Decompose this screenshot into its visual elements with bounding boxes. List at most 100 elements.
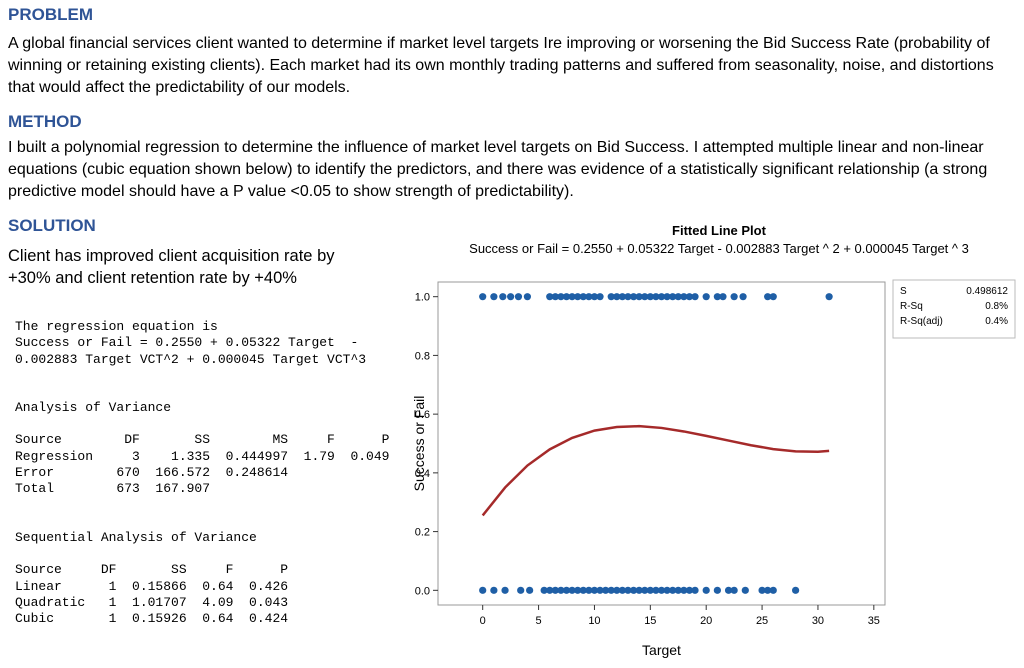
point <box>499 293 507 301</box>
output-line: Linear 1 0.15866 0.64 0.426 <box>15 578 289 594</box>
point <box>769 586 777 594</box>
paragraph: A global financial services client wante… <box>8 35 994 96</box>
point <box>602 586 610 594</box>
stats-box: S 0.498612 R-Sq 0.8% R-Sq(adj) 0.4% <box>892 279 1016 339</box>
point <box>702 293 710 301</box>
point <box>724 586 733 594</box>
point <box>825 293 833 301</box>
point <box>490 293 498 301</box>
point <box>646 586 654 594</box>
point <box>629 293 638 301</box>
x-tick-label: 10 <box>588 615 600 627</box>
point <box>685 586 694 594</box>
y-tick-label: 1.0 <box>415 292 430 304</box>
point <box>713 293 721 301</box>
point <box>562 586 571 594</box>
point <box>657 293 666 301</box>
point <box>479 293 487 301</box>
point <box>579 293 587 301</box>
point <box>652 586 660 594</box>
point <box>663 586 671 594</box>
output-line: Cubic 1 0.15926 0.64 0.424 <box>15 611 289 627</box>
point <box>641 293 649 301</box>
point <box>624 586 632 594</box>
point <box>674 293 682 301</box>
point <box>618 293 626 301</box>
point <box>730 586 738 594</box>
point <box>574 586 582 594</box>
y-axis-label: Success or Fail <box>411 396 427 492</box>
point <box>646 293 654 301</box>
x-tick-label: 30 <box>812 615 824 627</box>
point <box>501 586 509 594</box>
point <box>514 293 523 301</box>
point <box>635 293 643 301</box>
point <box>590 293 599 301</box>
output-line: Source DF SS F P <box>15 562 289 578</box>
point <box>562 293 571 301</box>
point <box>691 586 699 594</box>
stat-label: S <box>900 286 907 297</box>
point <box>607 586 615 594</box>
point <box>546 586 554 594</box>
point <box>769 293 777 301</box>
point <box>629 586 638 594</box>
y-tick-label: 0.6 <box>415 409 430 421</box>
y-tick-label: 0.8 <box>415 350 430 362</box>
heading: SOLUTION <box>8 216 96 235</box>
paragraph: I built a polynomial regression to deter… <box>8 139 988 200</box>
point <box>507 293 515 301</box>
y-tick-label: 0.0 <box>415 585 430 597</box>
output-line: 0.002883 Target VCT^2 + 0.000045 Target … <box>15 351 367 367</box>
point <box>568 586 576 594</box>
x-tick-label: 15 <box>644 615 656 627</box>
point <box>607 293 615 301</box>
x-tick-label: 5 <box>536 615 542 627</box>
x-tick-label: 0 <box>480 615 486 627</box>
output-title: Sequential Analysis of Variance <box>15 529 257 545</box>
point <box>613 293 621 301</box>
output-block: Sequential Analysis of Variance Source DF… <box>15 530 389 628</box>
stats-frame <box>892 279 1016 339</box>
point <box>652 293 660 301</box>
stat-label: R-Sq(adj) <box>900 316 943 327</box>
point <box>568 293 576 301</box>
output-line: Regression 3 1.335 0.444997 1.79 0.049 <box>15 448 390 464</box>
point <box>551 586 559 594</box>
paragraph: Client has improved client acquisition r… <box>8 247 335 287</box>
output-line: Total 673 167.907 <box>15 481 211 497</box>
x-tick-label: 25 <box>756 615 768 627</box>
point <box>685 293 694 301</box>
point <box>669 293 677 301</box>
stat-value: 0.498612 <box>966 286 1008 297</box>
y-tick-label: 0.4 <box>415 468 430 480</box>
point <box>792 586 800 594</box>
point <box>680 293 688 301</box>
point <box>540 586 548 594</box>
point <box>557 293 565 301</box>
point <box>546 293 554 301</box>
heading: METHOD <box>8 112 82 131</box>
plot-frame <box>437 281 886 606</box>
fitted-line <box>481 424 830 517</box>
point <box>702 586 710 594</box>
chart-title: Fitted Line Plot <box>672 223 767 238</box>
point <box>613 586 621 594</box>
point <box>517 586 525 594</box>
point <box>579 586 587 594</box>
point <box>624 293 632 301</box>
output-line: Success or Fail = 0.2550 + 0.05322 Targe… <box>15 335 359 351</box>
output-line: Quadratic 1 1.01707 4.09 0.043 <box>15 594 289 610</box>
chart-subtitle: Success or Fail = 0.2550 + 0.05322 Targe… <box>469 241 969 256</box>
point <box>590 586 599 594</box>
stat-value: 0.4% <box>985 316 1008 327</box>
stat-label: R-Sq <box>900 301 923 312</box>
x-tick-label: 35 <box>868 615 880 627</box>
point <box>669 586 677 594</box>
point <box>618 586 626 594</box>
point <box>574 293 582 301</box>
point <box>635 586 643 594</box>
point <box>680 586 688 594</box>
point <box>719 293 727 301</box>
